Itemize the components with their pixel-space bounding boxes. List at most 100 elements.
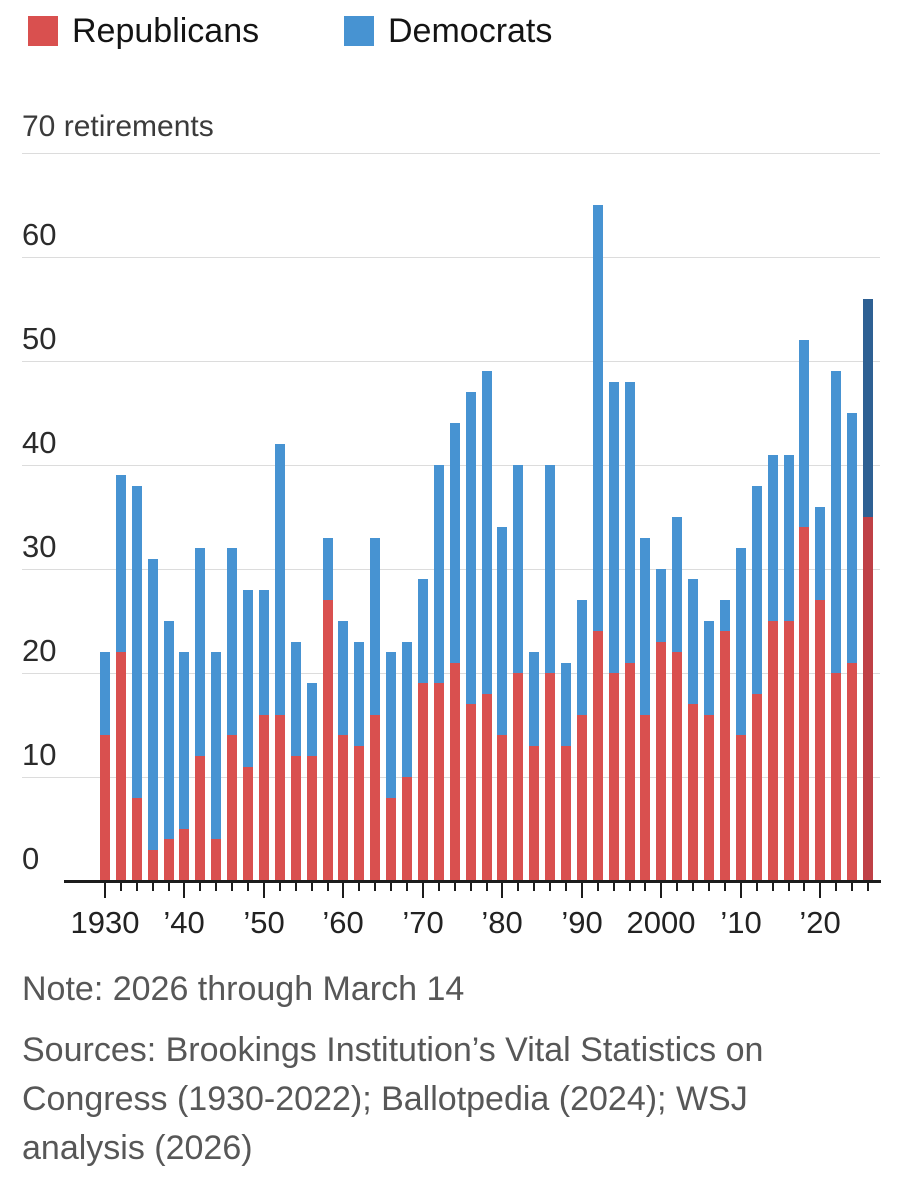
x-tick-1948: [247, 883, 249, 891]
bar-democrat-2012: [752, 486, 762, 694]
bar-democrat-1978: [482, 371, 492, 694]
bar-democrat-1938: [164, 621, 174, 839]
y-axis-unit-label: 70 retirements: [22, 110, 214, 143]
x-tick-1960: [342, 883, 344, 898]
bar-democrat-2026: [863, 299, 873, 517]
x-tick-1942: [199, 883, 201, 891]
bar-democrat-1976: [466, 392, 476, 704]
x-tick-1952: [279, 883, 281, 891]
bar-republican-2022: [831, 673, 841, 881]
bar-democrat-1954: [291, 642, 301, 756]
bar-republican-1988: [561, 746, 571, 881]
bar-democrat-1962: [354, 642, 364, 746]
x-tick-2004: [692, 883, 694, 891]
y-tick-label-60: 60: [22, 217, 57, 252]
bar-republican-1970: [418, 683, 428, 881]
bar-democrat-1960: [338, 621, 348, 735]
democrats-legend-label: Democrats: [388, 12, 553, 50]
x-axis-label-2010: ’10: [720, 905, 762, 940]
x-tick-1930: [104, 883, 106, 898]
x-tick-2020: [819, 883, 821, 898]
bar-republican-1936: [148, 850, 158, 881]
bar-republican-2010: [736, 735, 746, 881]
bar-democrat-1942: [195, 548, 205, 756]
bar-republican-2004: [688, 704, 698, 881]
x-tick-1982: [517, 883, 519, 891]
bar-republican-1996: [625, 663, 635, 881]
bar-democrat-1934: [132, 486, 142, 798]
bar-republican-1950: [259, 715, 269, 881]
bar-democrat-1956: [307, 683, 317, 756]
x-tick-1944: [215, 883, 217, 891]
bar-republican-1932: [116, 652, 126, 881]
bar-democrat-1994: [609, 382, 619, 673]
y-tick-label-40: 40: [22, 425, 57, 460]
source-line: Sources: Brookings Institution’s Vital S…: [22, 1031, 764, 1069]
bar-republican-1982: [513, 673, 523, 881]
bar-republican-2000: [656, 642, 666, 881]
bar-democrat-1992: [593, 205, 603, 631]
bar-republican-1930: [100, 735, 110, 881]
x-tick-1968: [406, 883, 408, 891]
x-tick-1934: [136, 883, 138, 891]
y-tick-label-10: 10: [22, 737, 57, 772]
bar-republican-1958: [323, 600, 333, 881]
source-line: Congress (1930-2022); Ballotpedia (2024)…: [22, 1080, 748, 1118]
x-tick-1990: [581, 883, 583, 898]
bar-democrat-1964: [370, 538, 380, 715]
bar-democrat-2006: [704, 621, 714, 715]
gridline-50: [22, 361, 880, 362]
x-tick-1976: [470, 883, 472, 891]
bar-republican-1952: [275, 715, 285, 881]
bar-republican-2002: [672, 652, 682, 881]
x-axis-label-1990: ’90: [561, 905, 603, 940]
bar-democrat-1930: [100, 652, 110, 735]
bar-democrat-2016: [784, 455, 794, 621]
bar-democrat-1936: [148, 559, 158, 850]
x-tick-1992: [597, 883, 599, 891]
y-tick-label-0: 0: [22, 841, 40, 876]
x-tick-2016: [788, 883, 790, 891]
source-line: analysis (2026): [22, 1129, 253, 1167]
x-tick-2026: [867, 883, 869, 891]
bar-democrat-1984: [529, 652, 539, 746]
x-tick-1978: [486, 883, 488, 891]
bar-republican-1998: [640, 715, 650, 881]
bar-republican-2018: [799, 527, 809, 881]
bar-republican-1986: [545, 673, 555, 881]
x-tick-1996: [629, 883, 631, 891]
bar-republican-1944: [211, 839, 221, 881]
bar-republican-1954: [291, 756, 301, 881]
bar-democrat-1986: [545, 465, 555, 673]
x-tick-1994: [613, 883, 615, 891]
bar-democrat-2020: [815, 507, 825, 600]
bar-republican-1942: [195, 756, 205, 881]
bar-democrat-2004: [688, 579, 698, 704]
republicans-legend-swatch: [28, 16, 58, 46]
bar-democrat-1982: [513, 465, 523, 673]
x-tick-1954: [295, 883, 297, 891]
bar-republican-1940: [179, 829, 189, 881]
chart-note: Note: 2026 through March 14: [22, 970, 465, 1008]
x-tick-2000: [660, 883, 662, 898]
bar-democrat-1990: [577, 600, 587, 715]
bar-republican-1956: [307, 756, 317, 881]
bar-republican-1966: [386, 798, 396, 881]
x-tick-1972: [438, 883, 440, 891]
x-tick-1950: [263, 883, 265, 898]
x-axis-label-1930: 1930: [70, 905, 140, 940]
bar-democrat-2022: [831, 371, 841, 673]
x-tick-1962: [358, 883, 360, 891]
bar-republican-2008: [720, 631, 730, 881]
bar-democrat-1952: [275, 444, 285, 715]
bar-democrat-1966: [386, 652, 396, 798]
x-axis-label-1970: ’70: [402, 905, 444, 940]
bar-republican-1994: [609, 673, 619, 881]
bar-democrat-2000: [656, 569, 666, 642]
bar-democrat-1974: [450, 423, 460, 663]
bar-republican-2006: [704, 715, 714, 881]
bar-republican-1948: [243, 767, 253, 881]
